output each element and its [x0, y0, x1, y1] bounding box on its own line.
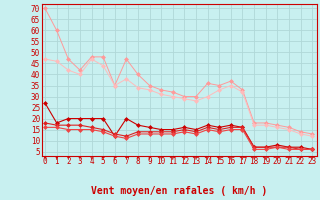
X-axis label: Vent moyen/en rafales ( km/h ): Vent moyen/en rafales ( km/h )	[91, 186, 267, 196]
